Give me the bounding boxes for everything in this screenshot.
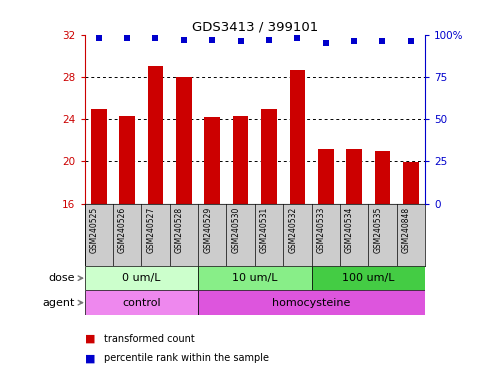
Point <box>322 40 329 46</box>
Point <box>379 38 386 45</box>
Point <box>237 38 244 45</box>
Bar <box>403 162 419 204</box>
Bar <box>346 149 362 204</box>
Bar <box>289 71 305 204</box>
Text: GSM240526: GSM240526 <box>118 207 127 253</box>
Bar <box>85 290 198 315</box>
Bar <box>119 116 135 204</box>
Bar <box>318 149 334 204</box>
Text: transformed count: transformed count <box>104 334 195 344</box>
Text: GSM240534: GSM240534 <box>345 207 354 253</box>
Text: GSM240527: GSM240527 <box>146 207 156 253</box>
Text: GSM240525: GSM240525 <box>90 207 99 253</box>
Text: 100 um/L: 100 um/L <box>342 273 395 283</box>
Text: GSM240533: GSM240533 <box>317 207 326 253</box>
Point <box>294 35 301 41</box>
Text: GSM240848: GSM240848 <box>402 207 411 253</box>
Bar <box>233 116 248 204</box>
Text: dose: dose <box>48 273 75 283</box>
Text: ■: ■ <box>85 353 95 363</box>
Text: GSM240531: GSM240531 <box>260 207 269 253</box>
Bar <box>312 266 425 290</box>
Point <box>265 36 273 43</box>
Title: GDS3413 / 399101: GDS3413 / 399101 <box>192 20 318 33</box>
Text: GSM240532: GSM240532 <box>288 207 298 253</box>
Bar <box>198 266 312 290</box>
Bar <box>176 77 192 204</box>
Bar <box>375 151 390 204</box>
Text: homocysteine: homocysteine <box>272 298 351 308</box>
Text: GSM240529: GSM240529 <box>203 207 212 253</box>
Bar <box>85 266 198 290</box>
Bar <box>148 66 163 204</box>
Text: GSM240528: GSM240528 <box>175 207 184 253</box>
Text: GSM240535: GSM240535 <box>373 207 383 253</box>
Point <box>407 38 415 45</box>
Point <box>95 35 102 41</box>
Text: ■: ■ <box>85 334 95 344</box>
Text: percentile rank within the sample: percentile rank within the sample <box>104 353 269 363</box>
Bar <box>198 290 425 315</box>
Text: agent: agent <box>43 298 75 308</box>
Point <box>152 35 159 41</box>
Text: 10 um/L: 10 um/L <box>232 273 278 283</box>
Point <box>208 36 216 43</box>
Point <box>123 35 131 41</box>
Text: GSM240530: GSM240530 <box>231 207 241 253</box>
Point <box>180 36 188 43</box>
Bar <box>91 109 107 204</box>
Bar <box>261 109 277 204</box>
Point <box>350 38 358 45</box>
Bar <box>204 117 220 204</box>
Text: control: control <box>122 298 160 308</box>
Text: 0 um/L: 0 um/L <box>122 273 160 283</box>
